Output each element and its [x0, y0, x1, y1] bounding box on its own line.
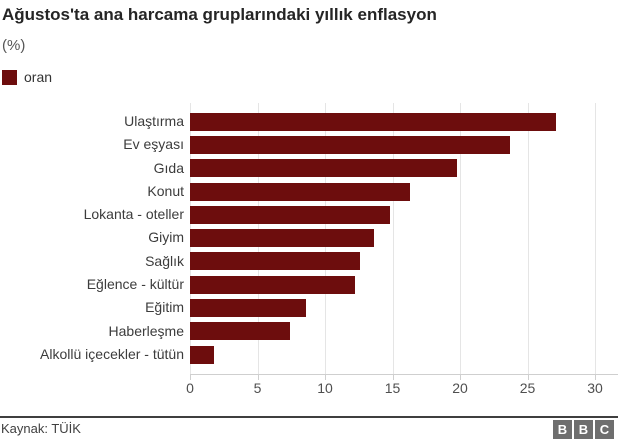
x-axis-tick — [527, 375, 529, 380]
category-label: Alkollü içecekler - tütün — [40, 345, 184, 362]
category-label: Giyim — [148, 229, 184, 246]
footer-divider — [0, 416, 618, 418]
x-tick-label: 25 — [519, 380, 536, 396]
category-label: Ev eşyası — [123, 136, 184, 153]
legend: oran — [2, 69, 52, 85]
bar-chart: Ulaştırma Ev eşyası Gıda Konut Lokanta -… — [0, 103, 640, 403]
x-tick-label: 10 — [317, 380, 333, 396]
bar-rows: Ulaştırma Ev eşyası Gıda Konut Lokanta -… — [0, 110, 640, 366]
legend-swatch-icon — [2, 69, 17, 85]
bar-row: Gıda — [0, 157, 640, 180]
gridline — [527, 103, 529, 375]
chart-subtitle-unit: (%) — [2, 37, 26, 54]
bar-alkollu-icecekler-tutun[interactable] — [190, 345, 215, 364]
x-axis-tick — [257, 375, 259, 380]
x-tick-label: 15 — [384, 380, 401, 396]
bar-row: Alkollü içecekler - tütün — [0, 343, 640, 366]
x-tick-label: 20 — [452, 380, 468, 396]
category-label: Lokanta - oteller — [83, 206, 184, 223]
bar-row: Ev eşyası — [0, 133, 640, 156]
bbc-logo: B B C — [553, 420, 614, 439]
bar-ev-esyasi[interactable] — [190, 135, 510, 154]
bbc-logo-letter: B — [553, 420, 572, 439]
bbc-logo-letter: B — [574, 420, 593, 439]
bar-row: Eğitim — [0, 296, 640, 319]
bar-giyim[interactable] — [190, 229, 374, 248]
bar-row: Konut — [0, 180, 640, 203]
category-label: Eğlence - kültür — [86, 276, 184, 293]
bar-eglence-kultur[interactable] — [190, 275, 355, 294]
x-tick-label: 30 — [587, 380, 603, 396]
x-axis-tick — [460, 375, 461, 380]
x-tick-label: 0 — [186, 380, 194, 396]
bbc-logo-letter: C — [595, 420, 614, 439]
source-credit: Kaynak: TÜİK — [1, 421, 81, 436]
bar-saglik[interactable] — [190, 252, 361, 271]
x-tick-label: 5 — [253, 380, 262, 396]
chart-title: Ağustos'ta ana harcama gruplarındaki yıl… — [2, 5, 437, 24]
category-label: Konut — [147, 182, 184, 199]
category-label: Sağlık — [145, 252, 184, 269]
bar-ulastirma[interactable] — [190, 112, 556, 131]
bar-row: Eğlence - kültür — [0, 273, 640, 296]
legend-label: oran — [24, 69, 53, 85]
x-axis-line — [190, 374, 618, 375]
bar-row: Ulaştırma — [0, 110, 640, 133]
x-axis-tick — [595, 375, 596, 380]
x-axis-tick — [190, 375, 191, 380]
category-label: Haberleşme — [108, 322, 184, 339]
gridline — [392, 103, 394, 375]
bar-row: Haberleşme — [0, 320, 640, 343]
bar-row: Giyim — [0, 226, 640, 249]
bar-gida[interactable] — [190, 159, 458, 178]
gridline — [460, 103, 461, 375]
bar-lokanta-oteller[interactable] — [190, 205, 390, 224]
category-label: Eğitim — [145, 299, 184, 316]
bar-row: Lokanta - oteller — [0, 203, 640, 226]
bar-row: Sağlık — [0, 250, 640, 273]
x-axis-tick — [392, 375, 394, 380]
bar-haberlesme[interactable] — [190, 322, 290, 341]
bar-egitim[interactable] — [190, 299, 307, 318]
category-label: Ulaştırma — [124, 113, 184, 129]
category-label: Gıda — [153, 159, 184, 176]
x-axis-tick — [325, 375, 326, 380]
gridline — [595, 103, 596, 375]
bar-konut[interactable] — [190, 182, 411, 201]
